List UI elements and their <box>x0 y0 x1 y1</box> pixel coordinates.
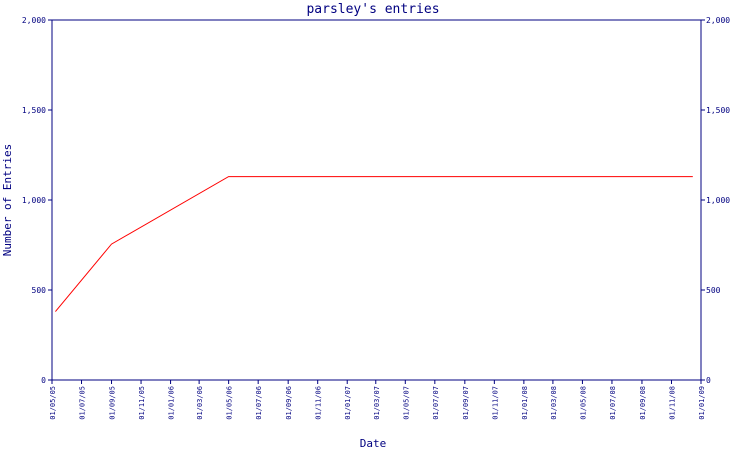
y-axis-right: 0 500 1,000 1,500 2,000 <box>701 16 730 385</box>
y-tick-label-right: 0 <box>706 376 711 385</box>
y-tick-label-left: 2,000 <box>22 16 46 25</box>
x-tick-label: 01/01/07 <box>344 386 352 420</box>
x-axis: 01/05/05 01/07/05 01/09/05 01/11/05 01/01/06… <box>49 380 706 420</box>
x-tick-label: 01/11/08 <box>668 386 676 420</box>
x-tick-label: 01/07/06 <box>255 386 263 420</box>
x-tick-label: 01/07/07 <box>432 386 440 420</box>
x-tick-label: 01/05/05 <box>49 386 57 420</box>
x-tick-label: 01/09/08 <box>639 386 647 420</box>
y-tick-label-right: 1,500 <box>706 106 730 115</box>
x-tick-label: 01/01/06 <box>168 386 176 420</box>
y-tick-label-left: 1,000 <box>22 196 46 205</box>
y-axis-left: 0 500 1,000 1,500 2,000 <box>22 16 52 385</box>
x-tick-label: 01/05/08 <box>579 386 587 420</box>
x-tick-label: 01/07/05 <box>79 386 87 420</box>
x-tick-label: 01/09/07 <box>462 386 470 420</box>
x-tick-label: 01/01/08 <box>521 386 529 420</box>
x-tick-label: 01/03/07 <box>373 386 381 420</box>
y-tick-label-left: 0 <box>41 376 46 385</box>
plot-area-frame <box>51 19 702 381</box>
x-tick-label: 01/11/06 <box>315 386 323 420</box>
chart-title: parsley's entries <box>306 2 439 17</box>
y-tick-label-right: 1,000 <box>706 196 730 205</box>
y-tick-label-left: 500 <box>32 286 47 295</box>
y-tick-label-left: 1,500 <box>22 106 46 115</box>
series-line <box>55 176 693 312</box>
y-tick-label-right: 2,000 <box>706 16 730 25</box>
y-axis-label: Number of Entries <box>1 144 14 257</box>
x-axis-label: Date <box>360 437 387 450</box>
x-tick-label: 01/07/08 <box>609 386 617 420</box>
x-tick-label: 01/03/08 <box>550 386 558 420</box>
x-tick-label: 01/05/07 <box>402 386 410 420</box>
x-tick-label: 01/05/06 <box>226 386 234 420</box>
x-tick-label: 01/09/06 <box>285 386 293 420</box>
x-tick-label: 01/09/05 <box>109 386 117 420</box>
y-tick-label-right: 500 <box>706 286 721 295</box>
series-group <box>55 176 693 312</box>
x-tick-label: 01/11/07 <box>491 386 499 420</box>
x-tick-label: 01/03/06 <box>196 386 204 420</box>
x-tick-label: 01/11/05 <box>138 386 146 420</box>
x-tick-label: 01/01/09 <box>698 386 706 420</box>
